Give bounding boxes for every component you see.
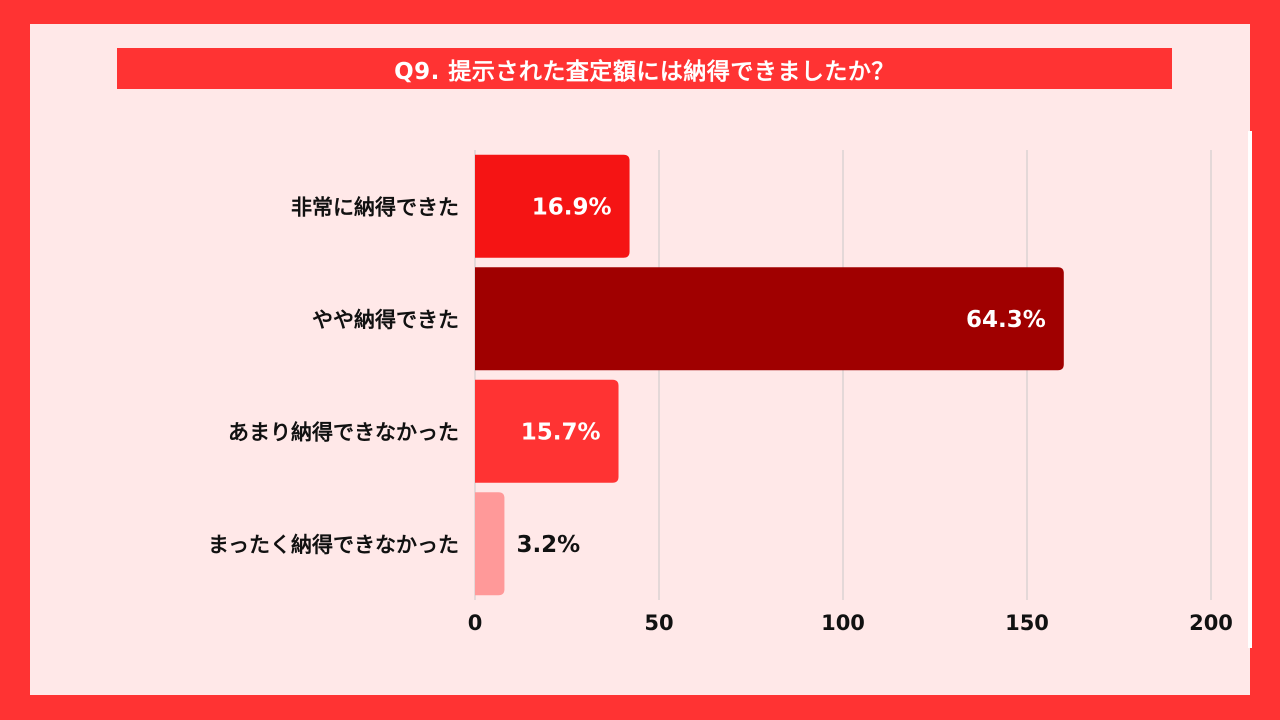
data-label: 64.3% bbox=[966, 307, 1046, 333]
chart-title: Q9. 提示された査定額には納得できましたか？ bbox=[117, 48, 1172, 89]
category-label: やや納得できた bbox=[312, 308, 459, 332]
data-label: 3.2% bbox=[516, 532, 580, 558]
bars bbox=[475, 154, 1064, 596]
x-tick-label: 200 bbox=[1189, 611, 1233, 635]
x-tick-label: 50 bbox=[644, 611, 673, 635]
category-label: まったく納得できなかった bbox=[208, 533, 459, 557]
x-tick-label: 100 bbox=[821, 611, 865, 635]
category-label: 非常に納得できた bbox=[291, 195, 459, 219]
x-tick-label: 150 bbox=[1005, 611, 1049, 635]
edge-strip bbox=[1248, 131, 1252, 648]
bar bbox=[475, 492, 505, 596]
bar bbox=[475, 267, 1064, 371]
bar bbox=[475, 379, 619, 483]
x-tick-label: 0 bbox=[468, 611, 483, 635]
category-label: あまり納得できなかった bbox=[228, 420, 459, 444]
bar bbox=[475, 154, 630, 258]
labels: 0 50 100 150 200 非常に納得できた 16.9% やや納得できた 64.3% あまり… bbox=[208, 194, 1233, 635]
data-label: 16.9% bbox=[532, 194, 612, 220]
data-label: 15.7% bbox=[521, 419, 601, 445]
